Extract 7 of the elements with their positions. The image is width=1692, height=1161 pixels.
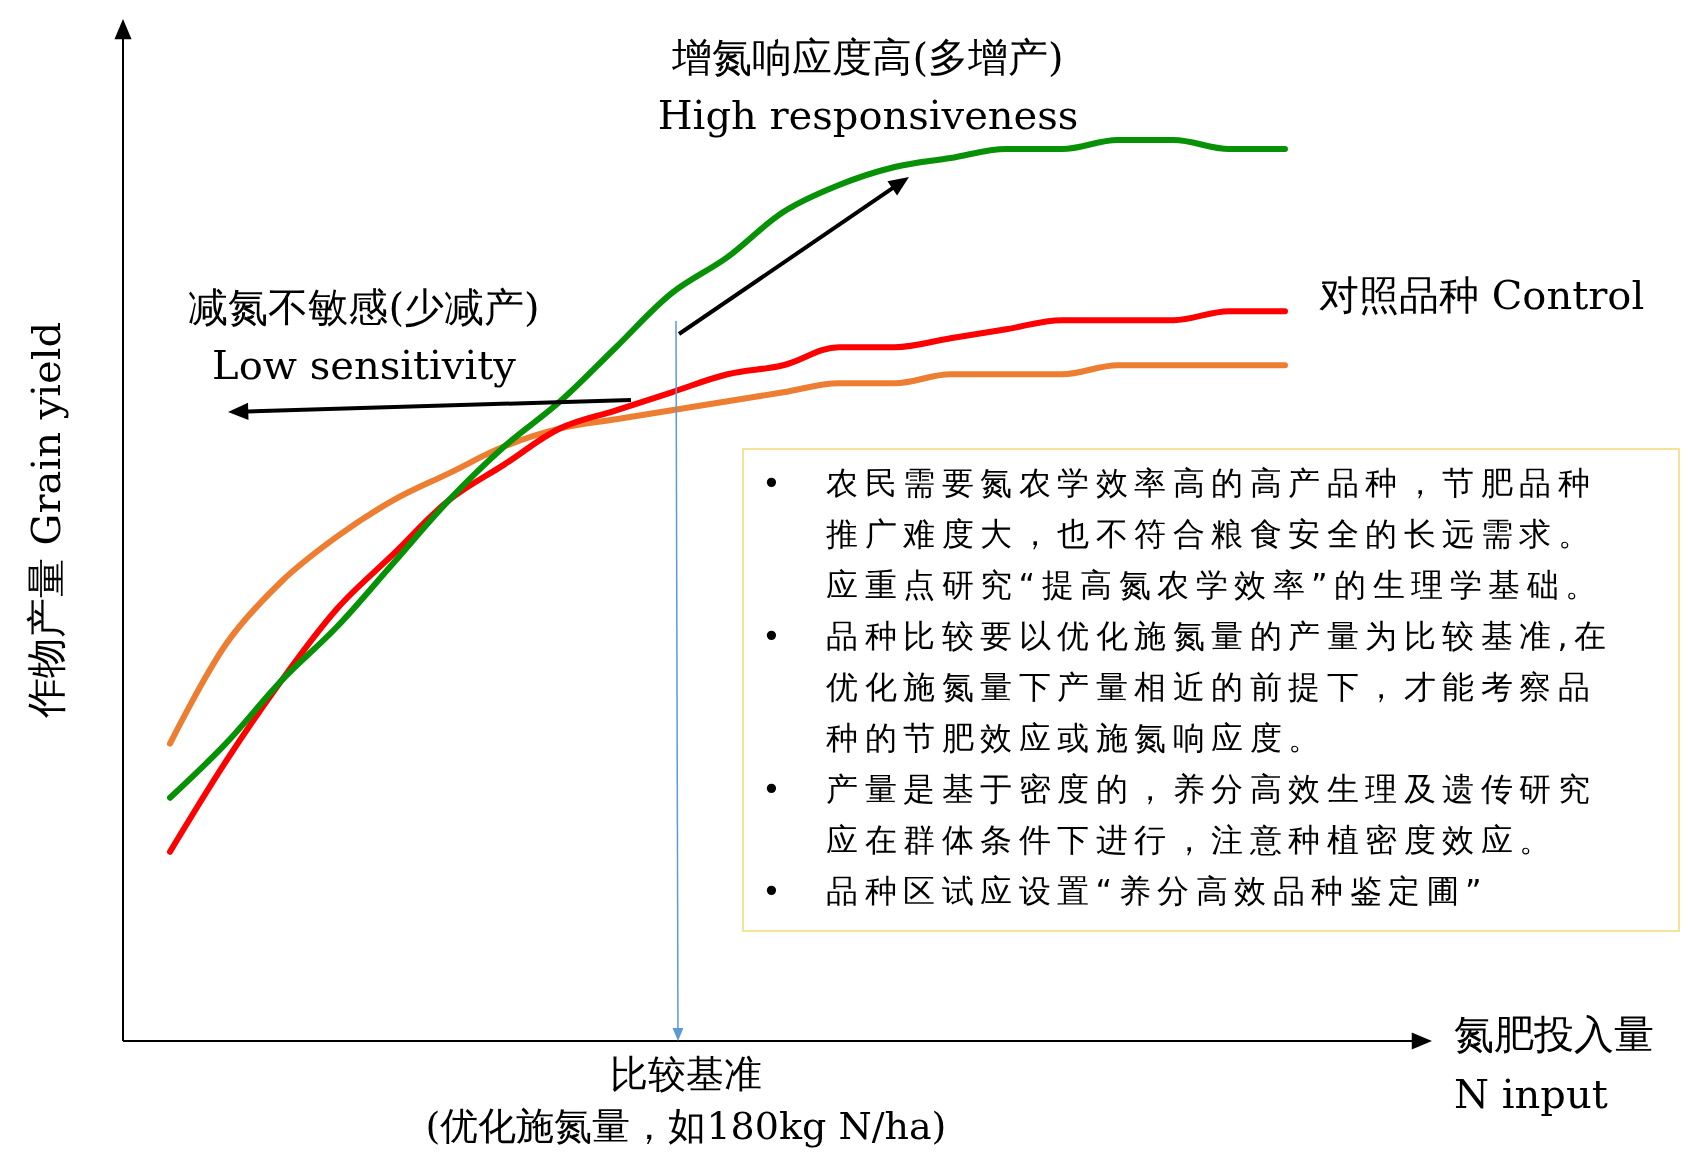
text-box: • 农民需要氮农学效率高的高产品种，节肥品种推广难度大，也不符合粮食安全的长远需求。应重点研究“提高氮农学效率”的生理学基础。 • 品种比较要以优化施氮量的产量为比较基准,在优化施氮量下产量相近的前提下，才能考察品种的节肥效应或施氮响应度。 • 产量是基于密度的，养分高效生理及遗传研究应在群体条件下进行，注意种植密度效应。 • 品种区试应设置“养分高效品种鉴定圃”: [742, 448, 1680, 932]
text: 对照品种 Control: [1319, 272, 1645, 318]
text: 比较基准 (优化施氮量，如180kg N/ha): [425, 1052, 947, 1148]
annotation: 减氮不敏感(少减产) Low sensitivity: [188, 284, 540, 388]
y-axis-title: 作物产量 Grain yield: [23, 321, 69, 720]
text: 增氮响应度高(多增产) High responsiveness: [657, 34, 1079, 138]
x-axis-title: 氮肥投入量 N input: [1454, 1011, 1654, 1117]
